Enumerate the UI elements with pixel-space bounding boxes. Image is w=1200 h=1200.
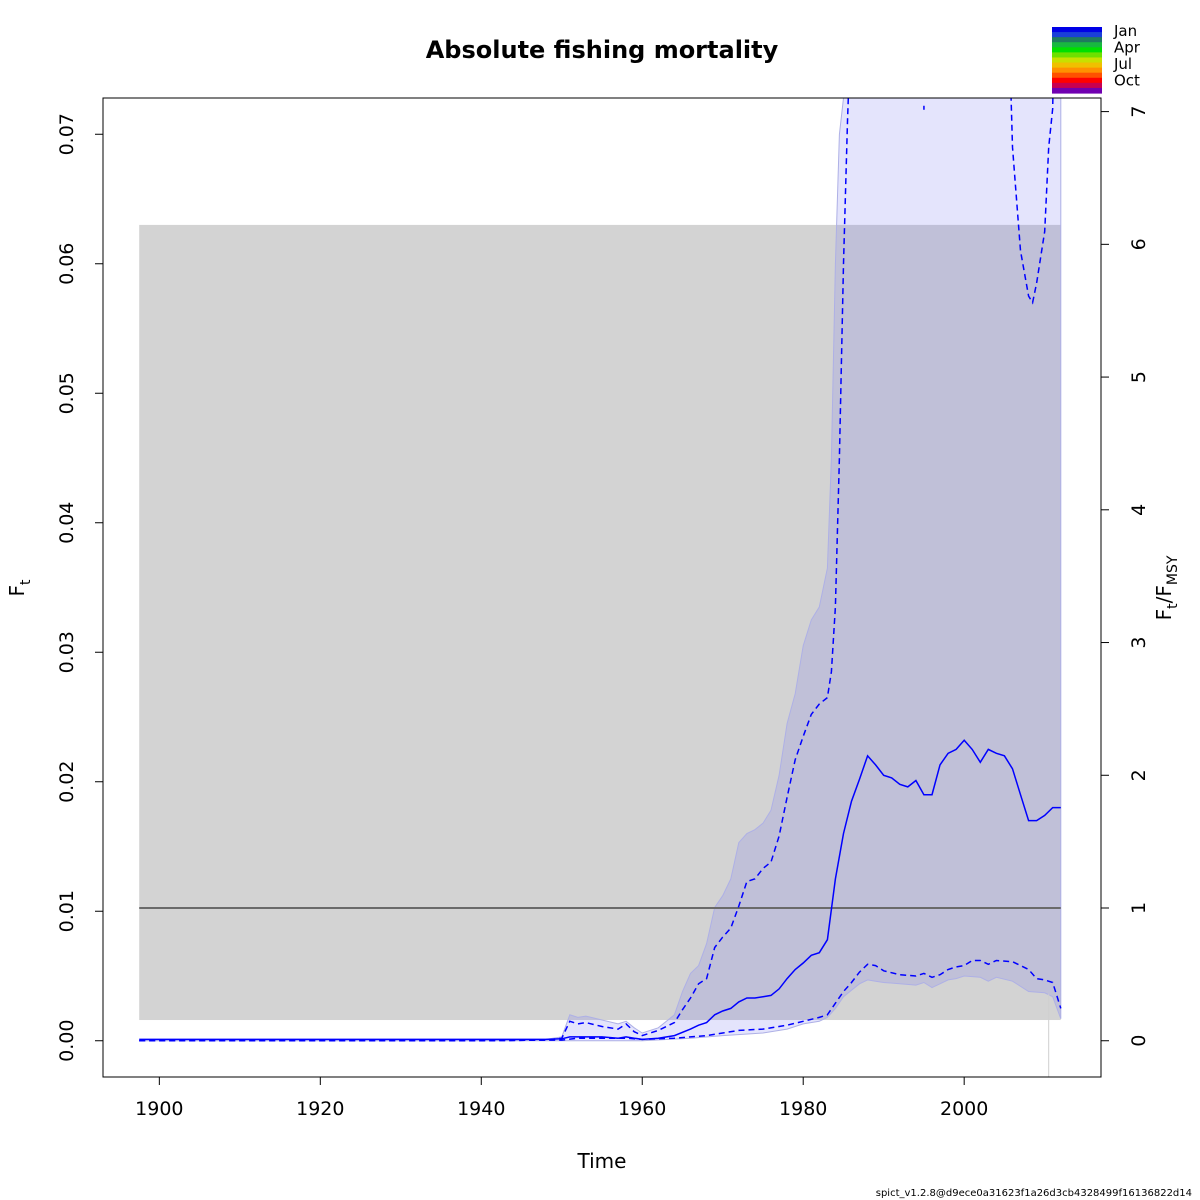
y-axis: 0.00 0.01 0.02 0.03 0.04 0.05 0.06 0.07 [56, 113, 104, 1062]
legend-label-apr: Apr [1114, 39, 1141, 57]
y-axis-right-title-sep: /F [1152, 585, 1176, 603]
legend-swatch-1 [1052, 32, 1102, 38]
legend-label-jan: Jan [1113, 22, 1137, 40]
legend-swatch-7 [1052, 62, 1102, 69]
y-tick-label-3: 0.03 [56, 631, 78, 673]
chart-title: Absolute fishing mortality [426, 36, 779, 64]
x-tick-label-1960: 1960 [618, 1098, 666, 1120]
y-tick-label-7: 0.07 [56, 113, 78, 155]
x-tick-label-2000: 2000 [940, 1098, 988, 1120]
version-footnote: spict_v1.2.8@d9ece0a31623f1a26d3cb432849… [876, 1188, 1192, 1199]
y-tick-label-1: 0.01 [56, 890, 78, 932]
x-axis-title: Time [577, 1149, 627, 1173]
legend-swatch-11 [1052, 82, 1102, 89]
y-axis-right-title-sub1: t [1165, 603, 1181, 609]
y-axis-right-title: Ft/FMSY [1152, 555, 1181, 620]
y-tick-label-6: 0.06 [56, 243, 78, 285]
y-axis-title: Ft [5, 579, 34, 597]
y-axis-title-main: F [5, 585, 29, 597]
legend-swatch-0 [1052, 27, 1102, 33]
legend-swatch-12 [1052, 87, 1102, 94]
y-right-tick-label-7: 7 [1128, 106, 1150, 118]
ci-upper-line [139, 98, 850, 1042]
y-right-tick-label-1: 1 [1128, 902, 1150, 914]
plot-clipped-group [139, 98, 1062, 1077]
legend-swatch-2 [1052, 37, 1102, 43]
y-right-tick-label-4: 4 [1128, 504, 1150, 516]
legend-swatch-6 [1052, 57, 1102, 64]
legend-swatch-5 [1052, 52, 1102, 59]
ci-upper-tail-line [1010, 98, 1054, 305]
series-line-0 [139, 739, 1061, 1041]
legend-label-oct: Oct [1114, 72, 1140, 90]
legend-label-jul: Jul [1113, 55, 1132, 73]
x-tick-label-1900: 1900 [135, 1098, 183, 1120]
y-right-tick-label-2: 2 [1128, 769, 1150, 781]
plot-area [139, 98, 1062, 1077]
y-right-tick-label-5: 5 [1128, 371, 1150, 383]
x-tick-label-1940: 1940 [457, 1098, 505, 1120]
y-right-tick-label-6: 6 [1128, 238, 1150, 250]
x-tick-label-1980: 1980 [779, 1098, 827, 1120]
y-axis-right-title-sub2: MSY [1165, 555, 1181, 585]
legend-swatch-9 [1052, 72, 1102, 79]
y-axis-title-sub: t [18, 579, 34, 585]
legend-swatch-10 [1052, 77, 1102, 84]
y-tick-label-5: 0.05 [56, 372, 78, 414]
fmsy-band [139, 224, 1061, 1021]
x-axis: 1900 1920 1940 1960 1980 2000 [135, 1076, 988, 1120]
x-tick-label-1920: 1920 [296, 1098, 344, 1120]
legend-swatch-4 [1052, 47, 1102, 53]
y-axis-right: 0 1 2 3 4 5 6 7 [1100, 106, 1150, 1047]
ci-region [139, 98, 1062, 1042]
y-tick-label-0: 0.00 [56, 1020, 78, 1062]
legend-swatch-3 [1052, 42, 1102, 48]
y-right-tick-label-0: 0 [1128, 1035, 1150, 1047]
y-tick-label-2: 0.02 [56, 761, 78, 803]
y-axis-right-title-main: F [1152, 609, 1176, 621]
legend-swatch-8 [1052, 67, 1102, 74]
y-right-tick-label-3: 3 [1128, 636, 1150, 648]
y-tick-label-4: 0.04 [56, 502, 78, 544]
